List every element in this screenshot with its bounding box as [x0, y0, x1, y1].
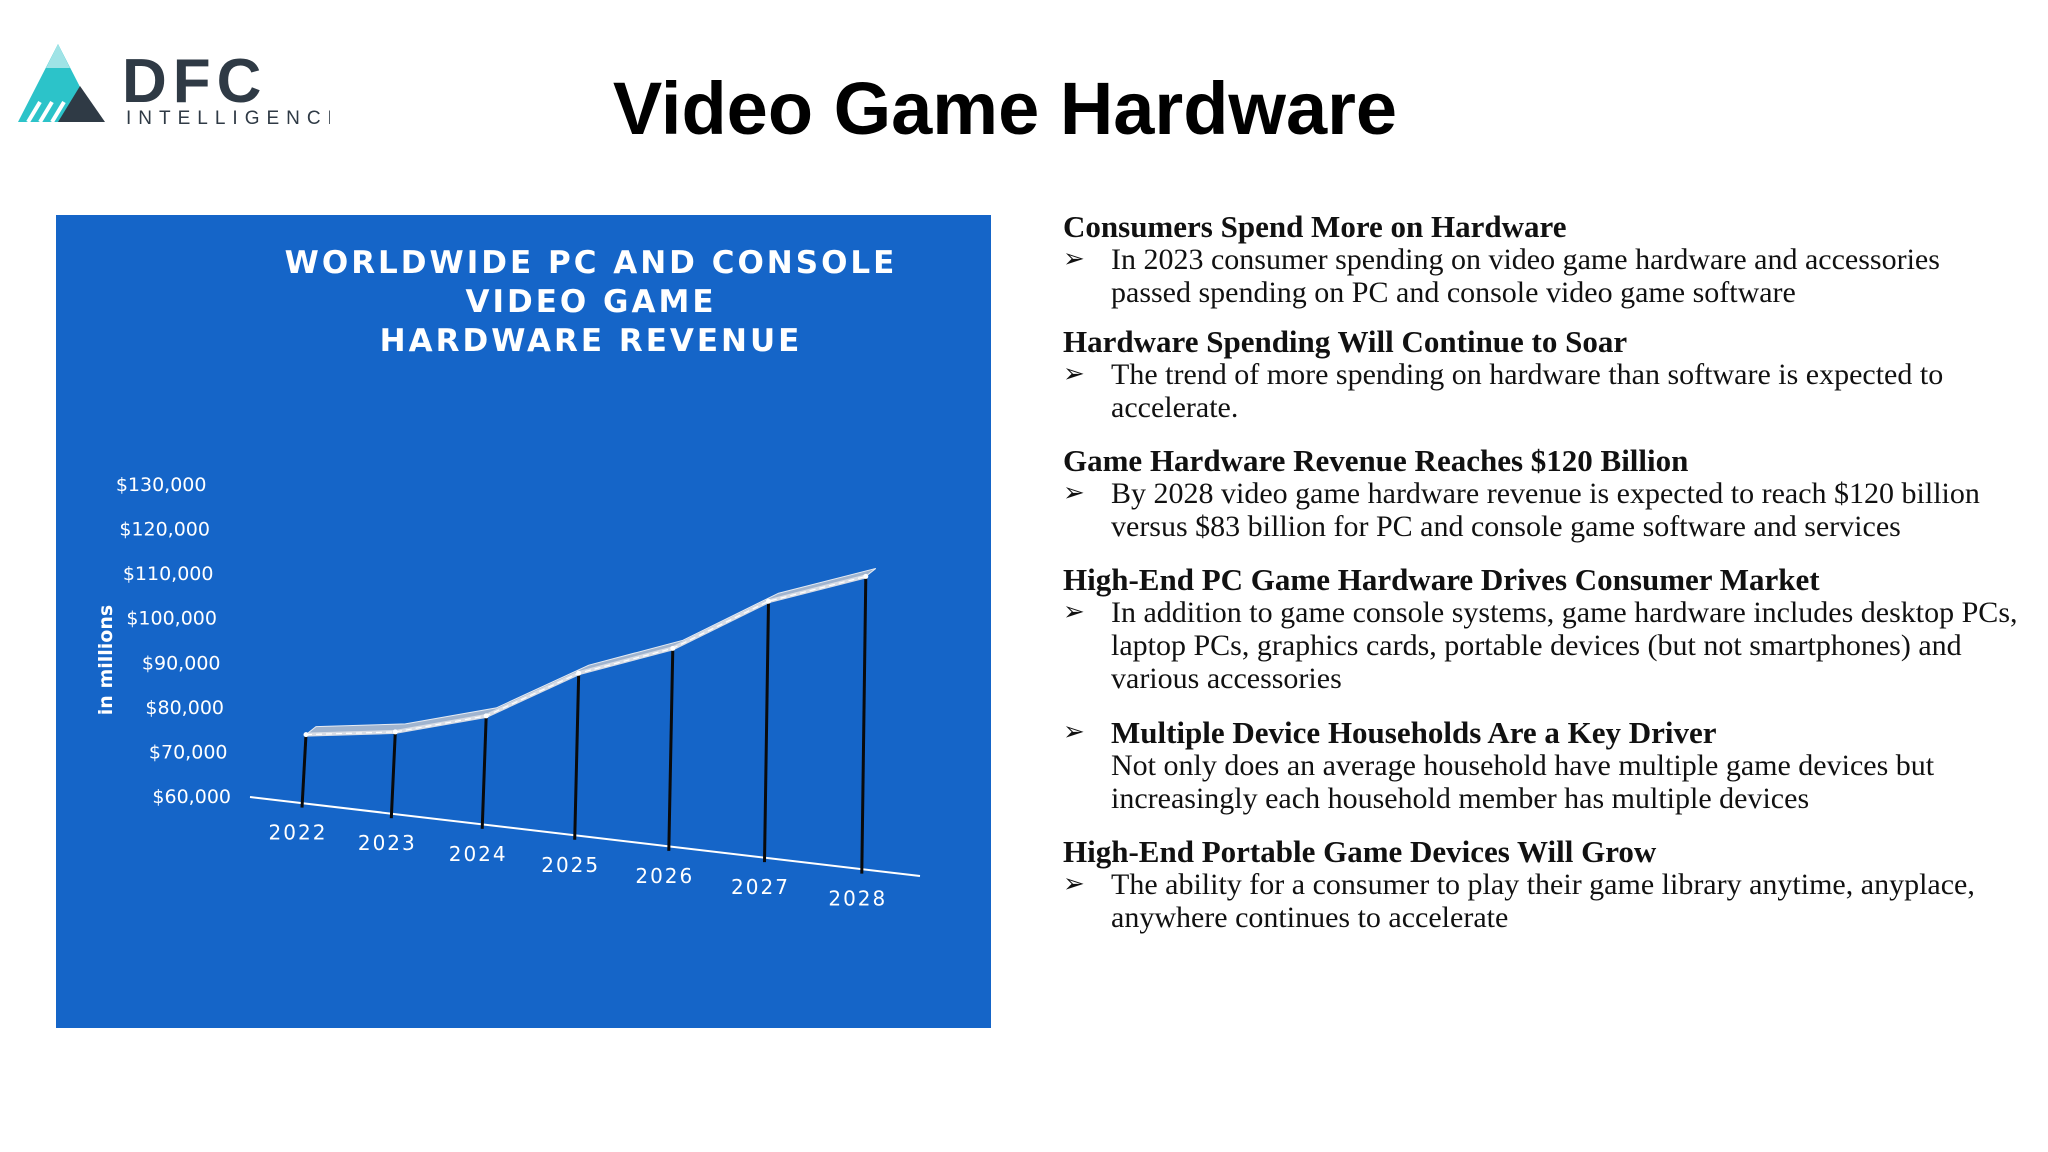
arrowhead-bullet-icon: ➢ [1063, 478, 1085, 508]
chart-title-line: WORLDWIDE PC AND CONSOLE [285, 245, 898, 281]
data-point [576, 670, 582, 676]
arrowhead-bullet-icon: ➢ [1063, 244, 1085, 274]
x-tick-label: 2025 [541, 853, 600, 877]
section-bullet: The trend of more spending on hardware t… [1111, 358, 1944, 424]
y-tick-label: $100,000 [126, 608, 217, 630]
y-tick-label: $130,000 [116, 474, 207, 496]
section-bullet: The ability for a consumer to play their… [1111, 868, 1975, 934]
data-point-drop-line [763, 601, 770, 863]
x-tick-label: 2028 [828, 887, 887, 911]
y-tick-label: $80,000 [145, 697, 224, 719]
section-hardware-spending: Hardware Spending Will Continue to Soar … [1063, 325, 2023, 424]
arrowhead-bullet-icon: ➢ [1063, 717, 1085, 747]
y-tick-label: $60,000 [152, 786, 231, 808]
section-heading: Consumers Spend More on Hardware [1063, 209, 1567, 244]
section-bullet: By 2028 video game hardware revenue is e… [1111, 477, 1980, 543]
section-consumers-spend: Consumers Spend More on Hardware ➢ In 20… [1063, 210, 2023, 309]
section-bullet: In addition to game console systems, gam… [1111, 596, 2018, 695]
section-portable-devices: High-End Portable Game Devices Will Grow… [1063, 835, 2023, 934]
arrowhead-bullet-icon: ➢ [1063, 869, 1085, 899]
series-ribbon-top [304, 567, 877, 736]
section-heading: Hardware Spending Will Continue to Soar [1063, 324, 1628, 359]
y-tick-label: $110,000 [123, 563, 214, 585]
section-heading: Multiple Device Households Are a Key Dri… [1111, 715, 1717, 750]
section-heading: High-End PC Game Hardware Drives Consume… [1063, 562, 1820, 597]
section-bullet: Not only does an average household have … [1111, 749, 1935, 815]
data-point-drop-line [573, 673, 581, 840]
data-point-drop-line [667, 648, 675, 851]
chart-title-line: VIDEO GAME [465, 284, 716, 320]
data-point [670, 645, 676, 651]
x-tick-label: 2023 [358, 831, 417, 855]
x-tick-label: 2022 [269, 821, 328, 845]
y-tick-label: $70,000 [149, 741, 228, 763]
chart-title-line: HARDWARE REVENUE [380, 323, 803, 359]
logo-name: DFC [122, 47, 267, 116]
data-point-drop-line [300, 734, 308, 808]
arrowhead-bullet-icon: ➢ [1063, 359, 1085, 389]
key-points-list: Consumers Spend More on Hardware ➢ In 20… [1063, 210, 2023, 934]
y-axis-label: in millions [95, 605, 117, 715]
data-point [392, 729, 398, 735]
section-heading: High-End Portable Game Devices Will Grow [1063, 834, 1657, 869]
section-heading: Game Hardware Revenue Reaches $120 Billi… [1063, 443, 1689, 478]
arrowhead-bullet-icon: ➢ [1063, 597, 1085, 627]
data-point [863, 573, 869, 579]
section-bullet: In 2023 consumer spending on video game … [1111, 243, 1940, 309]
data-point-drop-line [480, 715, 488, 829]
slide-title: Video Game Hardware [612, 67, 1398, 150]
x-tick-label: 2024 [449, 842, 508, 866]
section-high-end-pc: High-End PC Game Hardware Drives Consume… [1063, 563, 2023, 695]
data-point [483, 713, 489, 719]
data-point [303, 732, 309, 738]
y-tick-label: $120,000 [119, 519, 210, 541]
section-multiple-devices: ➢ Multiple Device Households Are a Key D… [1063, 716, 2023, 815]
data-point [766, 598, 771, 604]
data-point-drop-line [860, 576, 868, 874]
x-axis-baseline [249, 796, 921, 877]
y-tick-label: $90,000 [142, 652, 221, 674]
chart-panel: WORLDWIDE PC AND CONSOLE VIDEO GAME HARDWA… [56, 215, 991, 1028]
series-line [305, 574, 867, 737]
series-line-highlight [305, 575, 866, 736]
logo-tagline: INTELLIGENCE [126, 108, 330, 129]
x-tick-label: 2027 [731, 875, 790, 899]
section-revenue-120b: Game Hardware Revenue Reaches $120 Billi… [1063, 444, 2023, 543]
data-point-drop-line [389, 731, 397, 819]
dfc-intelligence-logo: DFC INTELLIGENCE [18, 44, 330, 129]
x-tick-label: 2026 [635, 864, 694, 888]
